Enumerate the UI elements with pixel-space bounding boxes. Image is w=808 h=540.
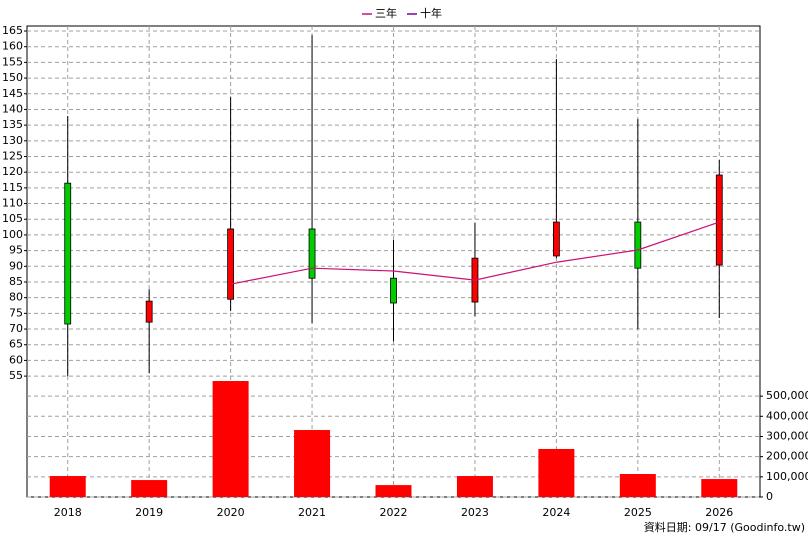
candle-body — [552, 221, 560, 257]
y-tick-label: 70 — [9, 322, 23, 335]
y-tick-label: 115 — [2, 181, 23, 194]
candle-body — [64, 182, 72, 325]
candle-body — [227, 228, 235, 300]
y-tick-label: 95 — [9, 244, 23, 257]
volume-bar — [619, 474, 656, 497]
x-tick-label: 2023 — [461, 506, 489, 519]
x-tick-label: 2018 — [54, 506, 82, 519]
x-tick-label: 2025 — [624, 506, 652, 519]
volume-bar — [456, 476, 493, 497]
y-tick-label: 135 — [2, 118, 23, 131]
y-tick-label: 100 — [2, 228, 23, 241]
volume-bar — [375, 485, 412, 497]
y2-tick-label: 500,000 — [766, 389, 808, 402]
y-tick-label: 120 — [2, 165, 23, 178]
y-tick-label: 65 — [9, 338, 23, 351]
y-tick-label: 75 — [9, 306, 23, 319]
y-tick-label: 125 — [2, 150, 23, 163]
legend-label: 三年 — [375, 6, 397, 20]
volume-bar — [538, 448, 575, 497]
volume-bar — [701, 479, 738, 497]
footnote: 資料日期: 09/17 (Goodinfo.tw) — [644, 520, 805, 534]
legend-label: 十年 — [420, 6, 442, 20]
y-tick-label: 150 — [2, 71, 23, 84]
y-tick-label: 155 — [2, 55, 23, 68]
y-tick-label: 110 — [2, 197, 23, 210]
candle-body — [308, 228, 316, 279]
y-tick-label: 90 — [9, 259, 23, 272]
volume-bar — [131, 480, 168, 497]
y2-tick-label: 400,000 — [766, 409, 808, 422]
y-tick-label: 85 — [9, 275, 23, 288]
x-tick-label: 2020 — [217, 506, 245, 519]
y-tick-label: 165 — [2, 24, 23, 37]
y-tick-label: 105 — [2, 212, 23, 225]
candle-body — [145, 300, 153, 323]
x-tick-label: 2021 — [298, 506, 326, 519]
y-tick-label: 160 — [2, 40, 23, 53]
y-tick-label: 60 — [9, 353, 23, 366]
average-line — [230, 221, 720, 285]
x-tick-label: 2022 — [380, 506, 408, 519]
y-tick-label: 80 — [9, 291, 23, 304]
x-tick-label: 2024 — [542, 506, 570, 519]
y2-tick-label: 0 — [766, 490, 773, 503]
volume-bar — [212, 381, 249, 497]
y-tick-label: 55 — [9, 369, 23, 382]
x-tick-label: 2026 — [705, 506, 733, 519]
volume-bar — [49, 476, 86, 497]
y-tick-label: 145 — [2, 87, 23, 100]
x-tick-label: 2019 — [135, 506, 163, 519]
y2-tick-label: 200,000 — [766, 450, 808, 463]
candle-body — [715, 174, 723, 266]
volume-bar — [294, 430, 331, 497]
candle-body — [634, 221, 642, 269]
candle-body — [390, 277, 397, 304]
y2-tick-label: 300,000 — [766, 429, 808, 442]
y-tick-label: 140 — [2, 102, 23, 115]
y2-tick-label: 100,000 — [766, 470, 808, 483]
y-tick-label: 130 — [2, 134, 23, 147]
